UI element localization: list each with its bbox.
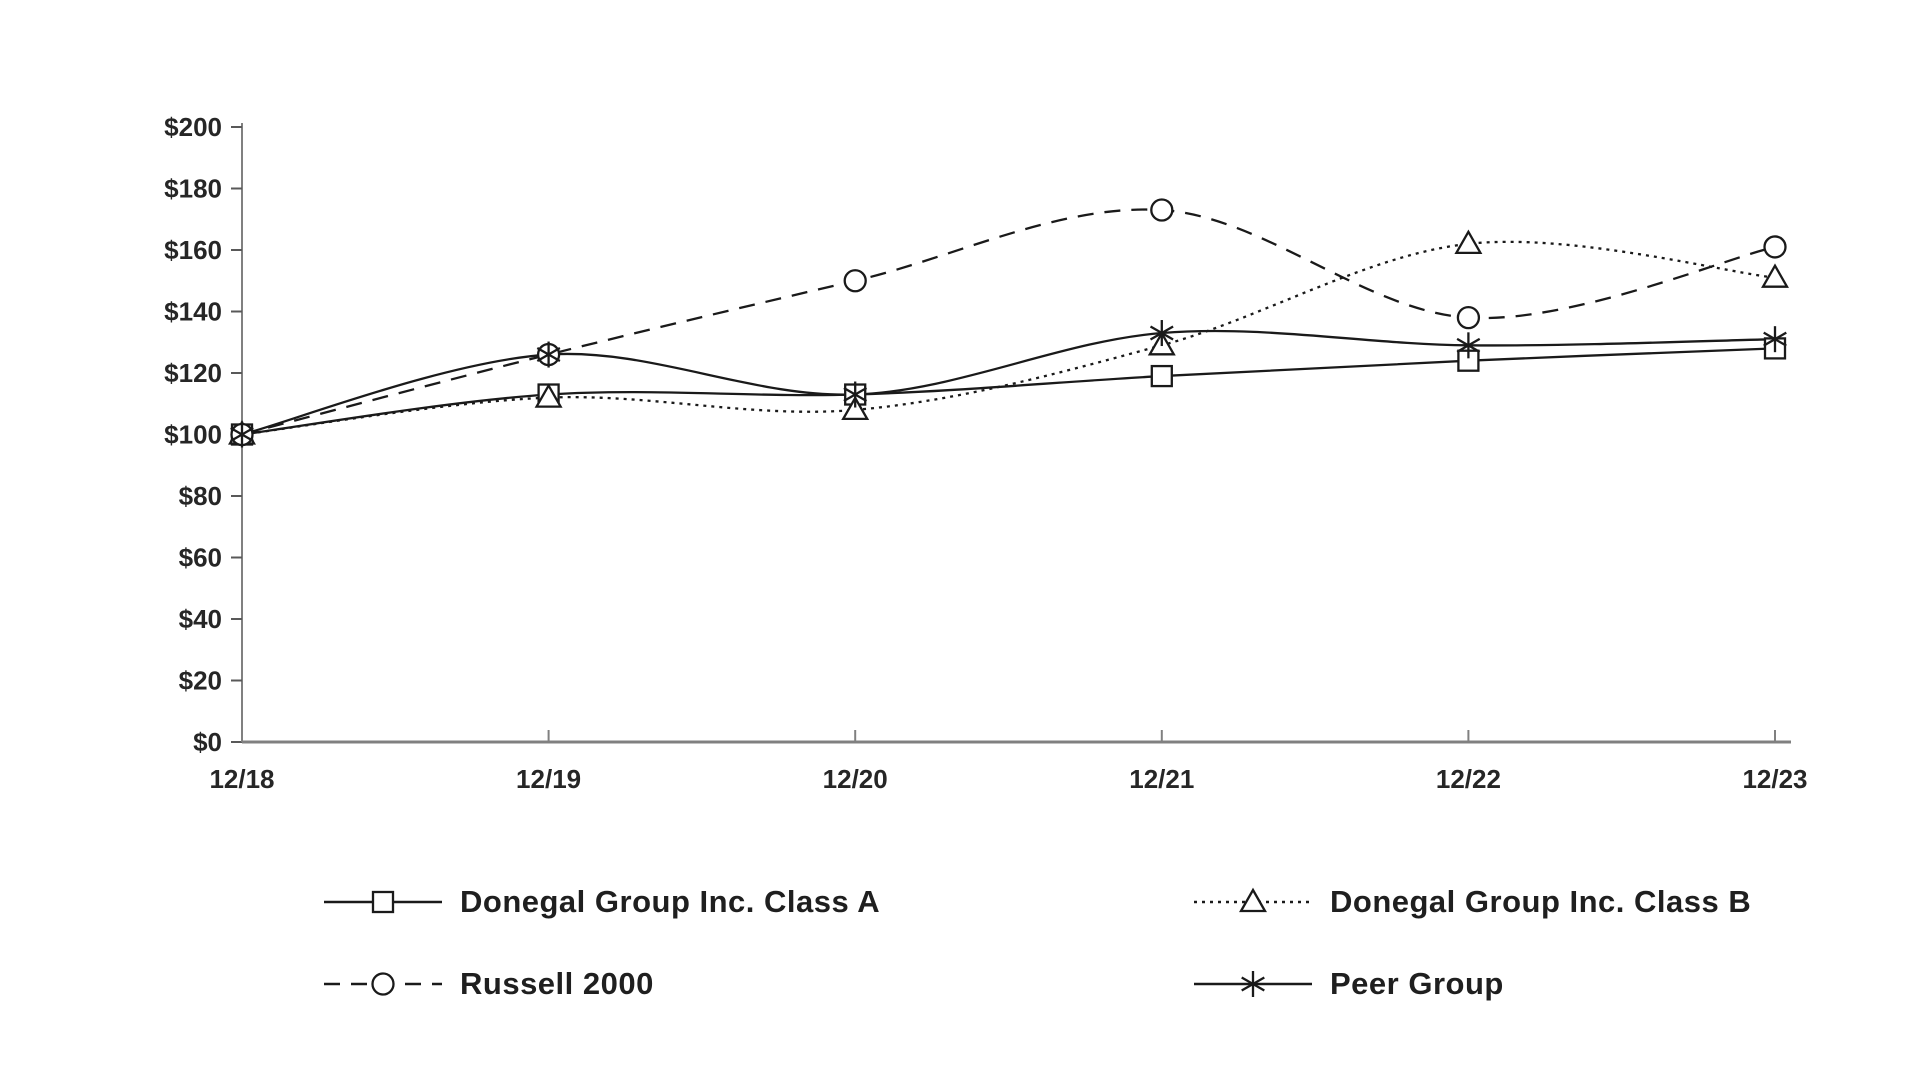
asterisk-marker-icon — [843, 381, 868, 408]
square-marker-icon — [322, 880, 444, 924]
legend-sample-peer-group — [1194, 971, 1312, 997]
asterisk-marker-icon — [1241, 971, 1265, 997]
circle-marker-icon — [1150, 198, 1174, 222]
y-tick-label: $0 — [193, 727, 222, 757]
y-tick-label: $200 — [164, 112, 222, 142]
x-tick-label: 12/23 — [1742, 764, 1807, 794]
y-tick-label: $20 — [179, 666, 222, 696]
x-tick-label: 12/20 — [823, 764, 888, 794]
y-tick-label: $160 — [164, 235, 222, 265]
series-line-donegal-class-a — [241, 347, 1776, 436]
chart-legend: Donegal Group Inc. Class A Donegal Group… — [0, 856, 1918, 1056]
circle-marker-icon — [843, 269, 867, 293]
legend-sample-russell-2000 — [324, 972, 442, 996]
legend-label-peer-group: Peer Group — [1330, 966, 1504, 1001]
series-line-peer-group — [241, 329, 1776, 436]
x-tick-label: 12/21 — [1129, 764, 1194, 794]
plot-area: $200 $180 $160 $140 $120 $100 $80 $60 $40 $20 $0 12… — [164, 112, 1807, 794]
square-marker-icon — [371, 890, 395, 914]
series-markers-russell-2000 — [230, 198, 1787, 447]
legend-label-russell-2000: Russell 2000 — [460, 966, 654, 1001]
y-tick-label: $60 — [179, 543, 222, 573]
x-tick-label: 12/19 — [516, 764, 581, 794]
triangle-marker-icon — [1192, 880, 1314, 924]
legend-sample-donegal-class-a — [324, 890, 442, 914]
legend-label-donegal-class-a: Donegal Group Inc. Class A — [460, 884, 881, 919]
square-marker-icon — [1150, 364, 1173, 388]
legend-item-peer-group: Peer Group — [1192, 962, 1504, 1006]
triangle-marker-icon — [534, 383, 563, 408]
y-tick-label: $40 — [179, 604, 222, 634]
y-tick-label: $180 — [164, 174, 222, 204]
series-markers-donegal-class-a — [230, 337, 1787, 446]
x-tick-label: 12/22 — [1436, 764, 1501, 794]
y-tick-label: $140 — [164, 297, 222, 327]
series-line-russell-2000 — [241, 208, 1776, 436]
circle-marker-icon — [322, 962, 444, 1006]
y-tick-label: $80 — [179, 481, 222, 511]
triangle-marker-icon — [841, 395, 870, 421]
asterisk-marker-icon — [1763, 326, 1787, 353]
circle-marker-icon — [371, 972, 395, 996]
triangle-marker-icon — [1454, 229, 1483, 254]
y-tick-label: $100 — [164, 420, 222, 450]
series-markers-donegal-class-b — [228, 229, 1789, 445]
asterisk-marker-icon — [536, 341, 561, 368]
x-tick-label: 12/18 — [209, 764, 274, 794]
legend-item-donegal-class-b: Donegal Group Inc. Class B — [1192, 880, 1751, 924]
triangle-marker-icon — [1239, 887, 1267, 913]
legend-label-donegal-class-b: Donegal Group Inc. Class B — [1330, 884, 1752, 919]
y-tick-label: $120 — [164, 358, 222, 388]
asterisk-marker-icon — [230, 421, 254, 448]
legend-sample-donegal-class-b — [1194, 887, 1312, 913]
asterisk-marker-icon — [1456, 332, 1481, 359]
asterisk-marker-icon — [1149, 320, 1174, 347]
series-markers-peer-group — [230, 320, 1787, 448]
series-line-donegal-class-b — [241, 240, 1776, 436]
asterisk-marker-icon — [1192, 962, 1314, 1006]
circle-marker-icon — [1763, 235, 1787, 259]
circle-marker-icon — [1456, 305, 1481, 330]
legend-item-russell-2000: Russell 2000 — [322, 962, 654, 1006]
legend-item-donegal-class-a: Donegal Group Inc. Class A — [322, 880, 880, 924]
triangle-marker-icon — [1761, 263, 1789, 288]
